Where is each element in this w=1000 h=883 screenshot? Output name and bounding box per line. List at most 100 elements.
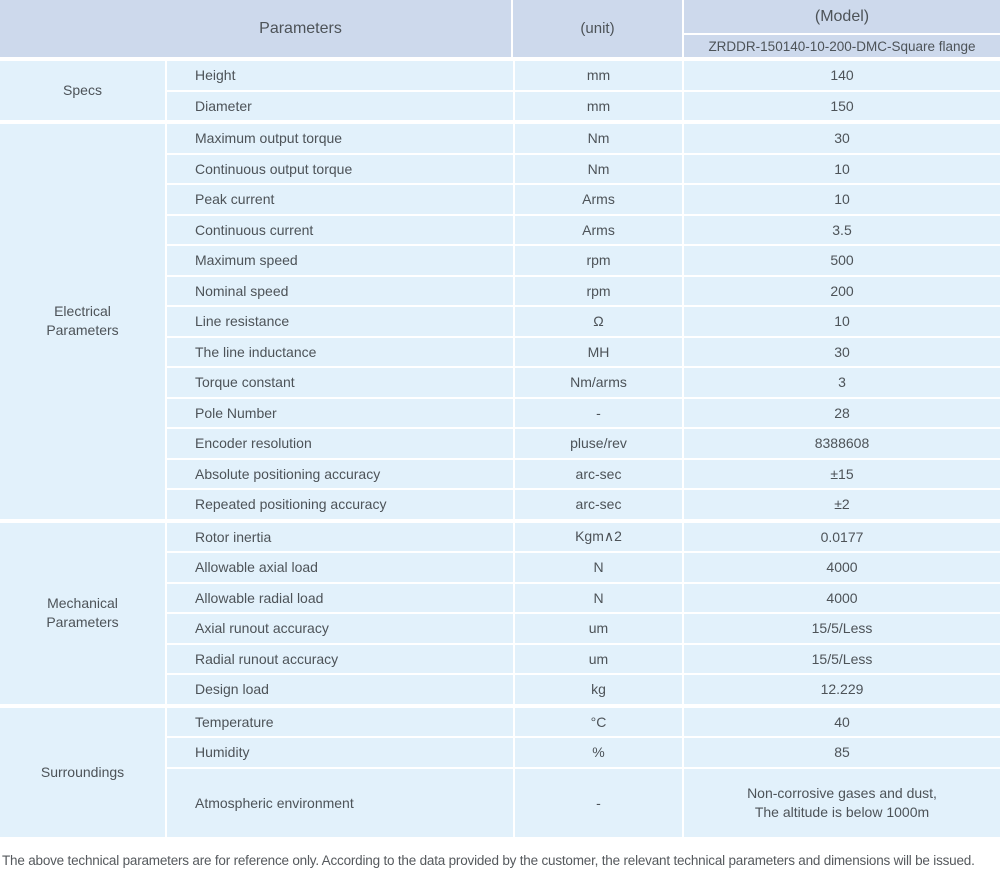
table-header: Parameters (unit) (Model) ZRDDR-150140-1… [0,0,1000,57]
param-name: Encoder resolution [167,429,513,458]
param-name: Rotor inertia [167,522,513,551]
group-rows: Maximum output torque Nm 30 Continuous o… [167,124,1000,519]
param-value: 40 [684,707,1000,736]
header-model: (Model) ZRDDR-150140-10-200-DMC-Square f… [684,0,1000,57]
table-row: The line inductance MH 30 [167,337,1000,366]
header-unit: (unit) [513,0,682,57]
param-value: 3.5 [684,215,1000,244]
group-electrical-parameters: Electrical Parameters Maximum output tor… [0,124,1000,519]
param-unit: - [515,768,682,837]
spec-table: Parameters (unit) (Model) ZRDDR-150140-1… [0,0,1000,837]
param-unit: N [515,583,682,612]
param-name: Torque constant [167,368,513,397]
param-name: Axial runout accuracy [167,614,513,643]
param-name: Maximum output torque [167,124,513,153]
header-model-value: ZRDDR-150140-10-200-DMC-Square flange [684,35,1000,57]
param-name: Design load [167,675,513,704]
table-row: Height mm 140 [167,61,1000,90]
param-name: Repeated positioning accuracy [167,490,513,519]
param-name: The line inductance [167,337,513,366]
param-value: ±15 [684,459,1000,488]
param-name: Line resistance [167,307,513,336]
table-row: Torque constant Nm/arms 3 [167,368,1000,397]
table-row: Design load kg 12.229 [167,675,1000,704]
param-unit: um [515,644,682,673]
table-row: Atmospheric environment - Non-corrosive … [167,768,1000,837]
param-value: 4000 [684,553,1000,582]
group-surroundings: Surroundings Temperature °C 40 Humidity … [0,707,1000,837]
param-value: 12.229 [684,675,1000,704]
param-name: Humidity [167,738,513,767]
param-unit: °C [515,707,682,736]
header-model-label: (Model) [684,0,1000,33]
param-value: 28 [684,398,1000,427]
param-unit: kg [515,675,682,704]
param-name: Temperature [167,707,513,736]
param-value: 200 [684,276,1000,305]
param-unit: N [515,553,682,582]
table-row: Continuous current Arms 3.5 [167,215,1000,244]
table-row: Axial runout accuracy um 15/5/Less [167,614,1000,643]
param-value: 3 [684,368,1000,397]
group-rows: Height mm 140 Diameter mm 150 [167,61,1000,120]
group-mechanical-parameters: Mechanical Parameters Rotor inertia Kgm∧… [0,522,1000,704]
param-name: Radial runout accuracy [167,644,513,673]
table-row: Repeated positioning accuracy arc-sec ±2 [167,490,1000,519]
param-name: Pole Number [167,398,513,427]
param-name: Height [167,61,513,90]
param-name: Continuous current [167,215,513,244]
table-row: Absolute positioning accuracy arc-sec ±1… [167,459,1000,488]
param-unit: Arms [515,215,682,244]
group-specs: Specs Height mm 140 Diameter mm 150 [0,61,1000,120]
param-unit: pluse/rev [515,429,682,458]
table-row: Radial runout accuracy um 15/5/Less [167,644,1000,673]
table-row: Encoder resolution pluse/rev 8388608 [167,429,1000,458]
group-rows: Rotor inertia Kgm∧2 0.0177 Allowable axi… [167,522,1000,704]
table-row: Continuous output torque Nm 10 [167,154,1000,183]
param-name: Maximum speed [167,246,513,275]
group-rows: Temperature °C 40 Humidity % 85 Atmosphe… [167,707,1000,837]
param-value: 500 [684,246,1000,275]
table-row: Maximum speed rpm 500 [167,246,1000,275]
param-name: Continuous output torque [167,154,513,183]
param-unit: rpm [515,276,682,305]
param-unit: arc-sec [515,490,682,519]
param-name: Peak current [167,185,513,214]
param-unit: um [515,614,682,643]
group-label: Surroundings [0,707,165,837]
param-unit: Arms [515,185,682,214]
param-name: Nominal speed [167,276,513,305]
param-name: Allowable radial load [167,583,513,612]
param-value: 140 [684,61,1000,90]
param-unit: - [515,398,682,427]
param-value: 10 [684,154,1000,183]
param-name: Atmospheric environment [167,768,513,837]
footer-note: The above technical parameters are for r… [2,852,975,868]
param-unit: mm [515,61,682,90]
param-unit: % [515,738,682,767]
param-unit: mm [515,91,682,120]
param-value: 4000 [684,583,1000,612]
table-row: Peak current Arms 10 [167,185,1000,214]
param-value: 8388608 [684,429,1000,458]
param-unit: Nm [515,154,682,183]
table-row: Allowable axial load N 4000 [167,553,1000,582]
param-value: 30 [684,337,1000,366]
param-unit: Nm/arms [515,368,682,397]
table-row: Temperature °C 40 [167,707,1000,736]
param-value: 15/5/Less [684,614,1000,643]
group-label: Mechanical Parameters [0,522,165,704]
param-unit: arc-sec [515,459,682,488]
param-unit: Kgm∧2 [515,522,682,551]
param-value: 10 [684,185,1000,214]
table-row: Diameter mm 150 [167,91,1000,120]
param-value: 85 [684,738,1000,767]
param-value: 15/5/Less [684,644,1000,673]
param-value: Non-corrosive gases and dust, The altitu… [684,768,1000,837]
table-row: Pole Number - 28 [167,398,1000,427]
param-name: Absolute positioning accuracy [167,459,513,488]
param-value: 10 [684,307,1000,336]
group-label: Specs [0,61,165,120]
table-row: Allowable radial load N 4000 [167,583,1000,612]
group-label: Electrical Parameters [0,124,165,519]
